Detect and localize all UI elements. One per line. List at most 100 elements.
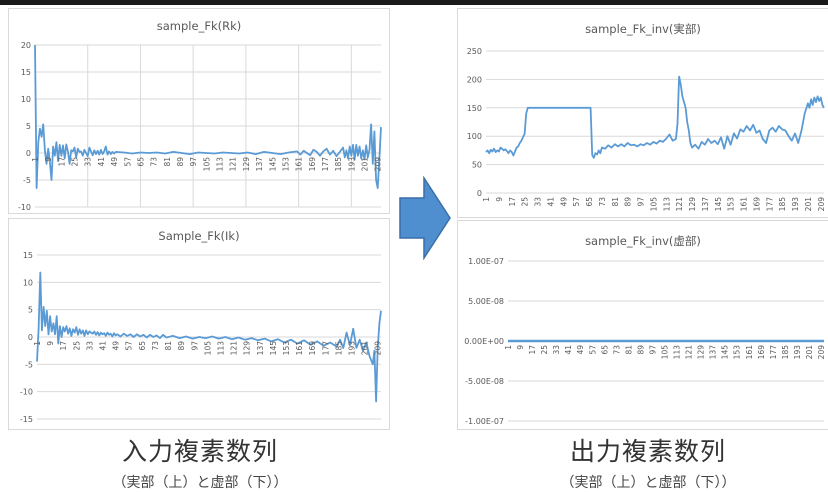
x-tick-label: 193 <box>347 157 356 172</box>
x-tick-label: 185 <box>334 341 343 356</box>
x-tick-label: 105 <box>660 345 669 360</box>
y-tick-label: 0 <box>26 149 31 158</box>
x-tick-label: 41 <box>99 341 108 351</box>
x-tick-label: 97 <box>637 197 646 207</box>
chart-title: sample_Fk(Rk) <box>156 19 242 33</box>
x-tick-label: 209 <box>374 157 383 172</box>
x-tick-label: 81 <box>163 157 172 167</box>
x-tick-label: 201 <box>805 345 814 360</box>
x-tick-label: 33 <box>84 157 93 167</box>
x-tick-label: 89 <box>624 197 633 207</box>
right-caption-sub: （実部（上）と虚部（下）） <box>560 475 736 491</box>
x-tick-label: 153 <box>281 157 290 172</box>
x-tick-label: 17 <box>59 341 68 351</box>
x-tick-label: 25 <box>521 197 530 207</box>
top-border <box>0 0 828 5</box>
x-tick-label: 89 <box>176 157 185 167</box>
x-tick-label: 49 <box>110 157 119 167</box>
x-tick-label: 57 <box>588 345 597 355</box>
x-tick-label: 97 <box>190 341 199 351</box>
series-line <box>34 44 382 189</box>
right-caption-title: 出力複素数列 <box>569 437 726 466</box>
x-tick-label: 193 <box>793 345 802 360</box>
x-tick-label: 161 <box>295 341 304 356</box>
chart-panel-rk: sample_Fk(Rk) -10 -5 0 5 10 15 20 1 9 17 25 33 41 49 5… <box>8 8 390 214</box>
chart-title: Sample_Fk(Ik) <box>158 229 240 243</box>
x-tick-label: 1 <box>504 345 513 350</box>
y-tick-label: -15 <box>20 415 33 424</box>
x-tick-label: 113 <box>216 157 225 172</box>
x-tick-label: 161 <box>740 197 749 212</box>
y-tick-label: 1.00E-07 <box>468 257 504 266</box>
x-tick-label: 201 <box>361 341 370 356</box>
x-tick-label: 1 <box>31 157 40 162</box>
x-tick-label: 209 <box>817 345 826 360</box>
x-tick-label: 137 <box>701 197 710 212</box>
y-tick-label: 0 <box>28 333 33 342</box>
x-tick-label: 145 <box>714 197 723 212</box>
series-line <box>36 271 382 403</box>
x-tick-label: 17 <box>57 157 66 167</box>
x-tick-label: 57 <box>572 197 581 207</box>
right-arrow-shape <box>399 175 451 261</box>
x-tick-label: 65 <box>136 157 145 167</box>
y-tick-label: 0.00E+00 <box>464 337 504 346</box>
x-tick-label: 153 <box>727 197 736 212</box>
x-tick-label: 73 <box>612 345 621 355</box>
x-tick-label: 65 <box>600 345 609 355</box>
x-tick-label: 33 <box>534 197 543 207</box>
y-tick-label: 150 <box>467 104 482 113</box>
x-tick-label: 145 <box>721 345 730 360</box>
x-tick-label: 169 <box>308 341 317 356</box>
y-tick-label: 100 <box>467 132 482 141</box>
x-tick-label: 81 <box>611 197 620 207</box>
x-tick-label: 161 <box>745 345 754 360</box>
x-tick-label: 177 <box>765 197 774 212</box>
x-tick-label: 73 <box>151 341 160 351</box>
x-tick-label: 25 <box>540 345 549 355</box>
x-tick-label: 169 <box>308 157 317 172</box>
x-tick-label: 81 <box>624 345 633 355</box>
x-tick-label: 25 <box>72 341 81 351</box>
left-caption: 入力複素数列 （実部（上）と虚部（下）） <box>40 432 360 492</box>
x-tick-label: 145 <box>269 341 278 356</box>
chart-title: sample_Fk_inv(実部) <box>585 22 701 36</box>
x-tick-label: 73 <box>150 157 159 167</box>
x-tick-label: 209 <box>374 341 383 356</box>
x-tick-label: 105 <box>203 341 212 356</box>
right-arrow-icon <box>398 175 452 261</box>
x-tick-label: 81 <box>164 341 173 351</box>
x-tick-label: 97 <box>189 157 198 167</box>
x-tick-label: 105 <box>202 157 211 172</box>
x-tick-label: 185 <box>778 197 787 212</box>
y-tick-label: -5 <box>23 176 31 185</box>
x-tick-label: 57 <box>123 157 132 167</box>
y-tick-label: -10 <box>20 388 33 397</box>
y-tick-label: 5.00E-08 <box>468 297 504 306</box>
y-tick-label: 10 <box>23 278 33 287</box>
chart-panel-ik: Sample_Fk(Ik) -15 -10 -5 0 5 10 15 1 9 17 25 33 41 49… <box>8 218 390 430</box>
x-tick-label: 57 <box>125 341 134 351</box>
x-tick-label: 153 <box>733 345 742 360</box>
x-tick-label: 113 <box>662 197 671 212</box>
x-tick-label: 201 <box>804 197 813 212</box>
x-tick-label: 121 <box>230 341 239 356</box>
y-tick-label: 10 <box>21 95 31 104</box>
x-tick-label: 161 <box>295 157 304 172</box>
x-tick-label: 97 <box>648 345 657 355</box>
x-tick-label: 193 <box>791 197 800 212</box>
x-tick-label: 41 <box>564 345 573 355</box>
y-tick-label: 15 <box>21 68 31 77</box>
series-line <box>485 75 825 159</box>
y-tick-label: 250 <box>467 47 482 56</box>
x-tick-label: 17 <box>528 345 537 355</box>
chart-panel-inv-real: sample_Fk_inv(実部) 0 50 100 150 200 250 1 9 17 25 3… <box>457 8 828 218</box>
x-tick-label: 137 <box>709 345 718 360</box>
x-tick-label: 137 <box>255 157 264 172</box>
x-tick-label: 137 <box>256 341 265 356</box>
x-tick-label: 113 <box>673 345 682 360</box>
y-tick-label: -5.00E-08 <box>465 377 504 386</box>
x-tick-label: 1 <box>33 341 42 346</box>
x-tick-label: 9 <box>495 197 504 202</box>
left-caption-sub: （実部（上）と虚部（下）） <box>112 475 288 491</box>
